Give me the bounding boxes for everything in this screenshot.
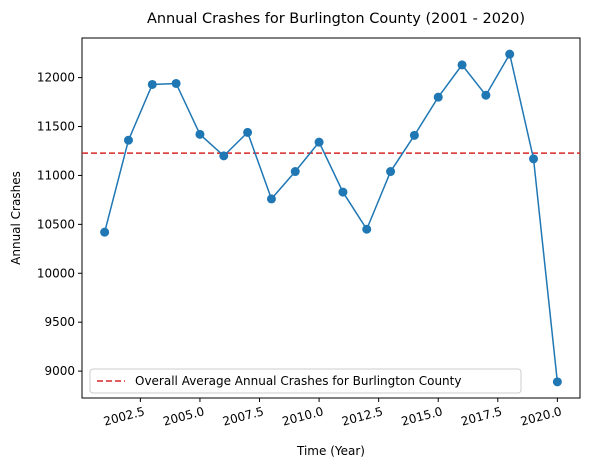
y-tick-label: 10500 [37, 217, 75, 231]
data-point [386, 167, 396, 177]
legend-box [89, 368, 522, 394]
legend-label: Overall Average Annual Crashes for Burli… [135, 374, 461, 388]
plot-area [81, 37, 581, 399]
y-tick-label: 9000 [44, 364, 75, 378]
y-tick-label: 11500 [37, 120, 75, 134]
y-axis: 9000 9500 10000 10500 11000 11500 12000 [37, 71, 82, 378]
data-point [195, 129, 205, 139]
x-axis-label: Time (Year) [296, 444, 365, 458]
data-point [433, 92, 443, 102]
data-point [457, 60, 467, 70]
y-tick-label: 10000 [37, 266, 75, 280]
chart-title: Annual Crashes for Burlington County (20… [147, 11, 525, 27]
data-point [552, 377, 562, 387]
y-tick-label: 12000 [37, 71, 75, 85]
data-point [123, 135, 133, 145]
data-point [362, 224, 372, 234]
data-point [266, 194, 276, 204]
data-point [529, 154, 539, 164]
series-line [103, 52, 559, 382]
x-axis: 2002.5 2005.0 2007.5 2010.0 2012.5 2015.0 2017… [102, 398, 563, 429]
data-point [219, 151, 229, 161]
legend: Overall Average Annual Crashes for Burli… [89, 368, 522, 394]
x-tick-label: 2017.5 [459, 404, 503, 428]
x-tick-label: 2012.5 [340, 404, 384, 428]
data-point [338, 187, 348, 197]
x-tick-label: 2020.0 [519, 404, 563, 428]
data-point [100, 227, 110, 237]
x-tick-label: 2007.5 [221, 404, 265, 428]
data-point [171, 78, 181, 88]
data-point [147, 79, 157, 89]
data-point [243, 127, 253, 137]
y-tick-label: 11000 [37, 168, 75, 182]
x-tick-label: 2015.0 [400, 404, 444, 428]
data-point [481, 90, 491, 100]
y-axis-label: Annual Crashes [9, 171, 23, 265]
data-point [409, 130, 419, 140]
y-tick-label: 9500 [44, 315, 75, 329]
x-tick-label: 2002.5 [102, 404, 146, 428]
data-point [314, 137, 324, 147]
x-tick-label: 2010.0 [281, 404, 325, 428]
data-point [505, 49, 515, 59]
series-crashes [100, 49, 562, 387]
x-tick-label: 2005.0 [162, 404, 206, 428]
data-point [290, 167, 300, 177]
